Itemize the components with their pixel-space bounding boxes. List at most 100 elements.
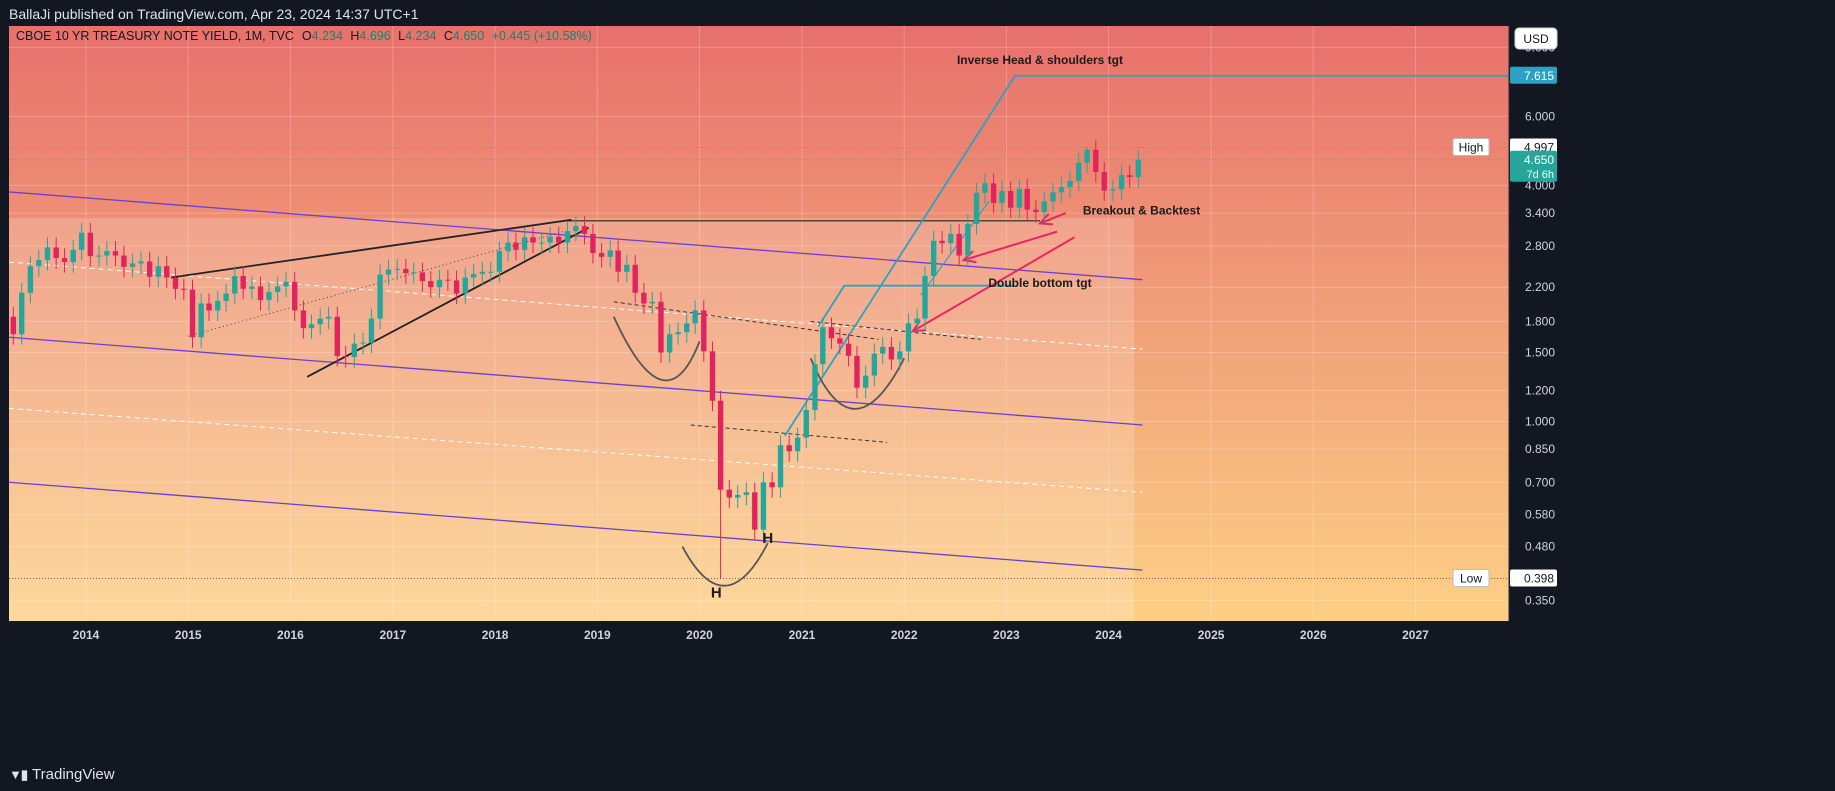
candle-2021-01[interactable] xyxy=(803,400,809,449)
candle-2017-02[interactable] xyxy=(403,258,409,284)
candle-2018-07[interactable] xyxy=(547,226,553,254)
candle-2022-01[interactable] xyxy=(905,313,912,362)
price-axis[interactable]: 9.0006.0004.0003.4002.8002.2001.8001.500… xyxy=(1452,40,1557,607)
candle-2017-07[interactable] xyxy=(445,269,451,291)
candle-2020-10[interactable] xyxy=(777,435,784,498)
candle-2022-10[interactable] xyxy=(982,173,988,204)
candle-2019-02[interactable] xyxy=(607,240,613,268)
candle-2023-01[interactable] xyxy=(1008,181,1014,219)
candle-2014-09[interactable] xyxy=(155,256,162,288)
candle-2021-09[interactable] xyxy=(871,343,878,387)
candle-2013-08[interactable] xyxy=(44,237,51,271)
candle-2019-04[interactable] xyxy=(624,254,630,283)
candle-2019-09[interactable] xyxy=(666,324,673,364)
candle-2020-12[interactable] xyxy=(794,427,801,462)
candle-2023-04[interactable] xyxy=(1033,199,1039,223)
candle-2018-06[interactable] xyxy=(538,232,545,254)
candle-2023-05[interactable] xyxy=(1041,191,1047,223)
candle-2018-09[interactable] xyxy=(564,221,571,254)
candle-2021-02[interactable] xyxy=(812,354,818,421)
candle-2016-04[interactable] xyxy=(317,308,323,335)
candle-2020-08[interactable] xyxy=(760,472,767,541)
candle-2022-05[interactable] xyxy=(939,230,945,254)
candle-2013-09[interactable] xyxy=(53,237,59,269)
candle-2014-12[interactable] xyxy=(181,278,187,301)
candle-2015-01[interactable] xyxy=(189,279,196,348)
candle-2023-09[interactable] xyxy=(1076,152,1082,192)
candle-2023-10[interactable] xyxy=(1084,147,1090,174)
candle-2016-08[interactable] xyxy=(351,333,358,368)
candle-2015-04[interactable] xyxy=(215,291,221,321)
candle-2019-01[interactable] xyxy=(598,243,605,268)
candle-2022-03[interactable] xyxy=(922,266,928,330)
candle-2017-04[interactable] xyxy=(419,262,426,292)
time-axis[interactable]: 2014 2015 2016 2017 2018 2019 2020 2021 2022 2023… xyxy=(73,628,1429,642)
candle-2022-07[interactable] xyxy=(956,223,962,267)
candle-2021-03[interactable] xyxy=(820,317,826,375)
candle-2019-07[interactable] xyxy=(649,291,655,315)
candle-2021-06[interactable] xyxy=(845,333,852,367)
candle-2024-03[interactable] xyxy=(1127,165,1133,188)
candle-2014-10[interactable] xyxy=(164,256,170,289)
candle-2023-11[interactable] xyxy=(1093,139,1099,183)
candle-2024-01[interactable] xyxy=(1110,179,1116,202)
candle-2015-05[interactable] xyxy=(223,283,229,312)
candle-2019-11[interactable] xyxy=(684,313,690,343)
candle-2017-12[interactable] xyxy=(488,261,494,283)
candle-2013-05[interactable] xyxy=(19,282,25,345)
candle-2018-12[interactable] xyxy=(590,223,596,264)
candle-2022-04[interactable] xyxy=(930,230,937,287)
candle-2017-03[interactable] xyxy=(411,262,417,284)
candle-2013-11[interactable] xyxy=(70,239,76,273)
candle-2018-05[interactable] xyxy=(530,227,536,254)
candle-2019-06[interactable] xyxy=(641,282,647,315)
candle-2017-01[interactable] xyxy=(394,258,400,281)
candle-2014-06[interactable] xyxy=(129,253,136,278)
candle-2022-08[interactable] xyxy=(965,214,971,267)
candle-2017-09[interactable] xyxy=(462,267,468,305)
candle-2021-07[interactable] xyxy=(854,345,860,399)
candle-2023-02[interactable] xyxy=(1016,178,1023,219)
candle-2021-05[interactable] xyxy=(837,328,843,355)
candle-2017-05[interactable] xyxy=(428,271,434,298)
candle-2015-03[interactable] xyxy=(206,293,212,321)
candle-2020-11[interactable] xyxy=(786,435,792,462)
candle-2016-05[interactable] xyxy=(325,306,332,330)
candle-2014-05[interactable] xyxy=(121,245,127,278)
candle-2018-11[interactable] xyxy=(581,216,588,245)
candle-2015-02[interactable] xyxy=(198,293,204,348)
candle-2022-06[interactable] xyxy=(948,223,954,254)
candle-2021-10[interactable] xyxy=(880,336,886,365)
candle-2022-09[interactable] xyxy=(973,182,980,235)
candle-series[interactable] xyxy=(10,139,1142,579)
price-chart[interactable]: Inverse Head & shoulders tgt Breakout & B… xyxy=(9,26,1835,756)
candle-2016-11[interactable] xyxy=(377,264,383,330)
candle-2020-04[interactable] xyxy=(726,479,732,509)
candle-2016-10[interactable] xyxy=(368,308,375,354)
candle-2021-04[interactable] xyxy=(828,317,835,349)
candle-2014-11[interactable] xyxy=(172,267,179,300)
candle-2020-01[interactable] xyxy=(701,300,707,362)
candle-2016-02[interactable] xyxy=(300,300,307,339)
candle-2019-08[interactable] xyxy=(658,291,664,364)
currency-button[interactable] xyxy=(1514,27,1558,50)
candle-2020-05[interactable] xyxy=(734,484,741,509)
candle-2024-04[interactable] xyxy=(1135,149,1142,188)
candle-2015-08[interactable] xyxy=(249,276,255,300)
candle-2013-07[interactable] xyxy=(36,250,42,277)
candle-2014-03[interactable] xyxy=(104,241,110,267)
candle-2016-01[interactable] xyxy=(292,271,298,321)
candle-2022-02[interactable] xyxy=(914,308,920,334)
candle-2014-08[interactable] xyxy=(146,251,153,288)
candle-2014-04[interactable] xyxy=(112,241,119,267)
candle-2021-12[interactable] xyxy=(897,341,903,370)
candle-2016-07[interactable] xyxy=(342,345,349,368)
candle-2018-02[interactable] xyxy=(505,232,511,262)
candle-2014-07[interactable] xyxy=(138,251,144,274)
candle-2022-11[interactable] xyxy=(990,173,997,214)
candle-2024-02[interactable] xyxy=(1118,165,1125,200)
candle-2018-08[interactable] xyxy=(556,226,562,254)
candle-2017-11[interactable] xyxy=(479,261,486,285)
candle-2017-06[interactable] xyxy=(436,269,443,298)
candle-2023-06[interactable] xyxy=(1050,182,1056,213)
